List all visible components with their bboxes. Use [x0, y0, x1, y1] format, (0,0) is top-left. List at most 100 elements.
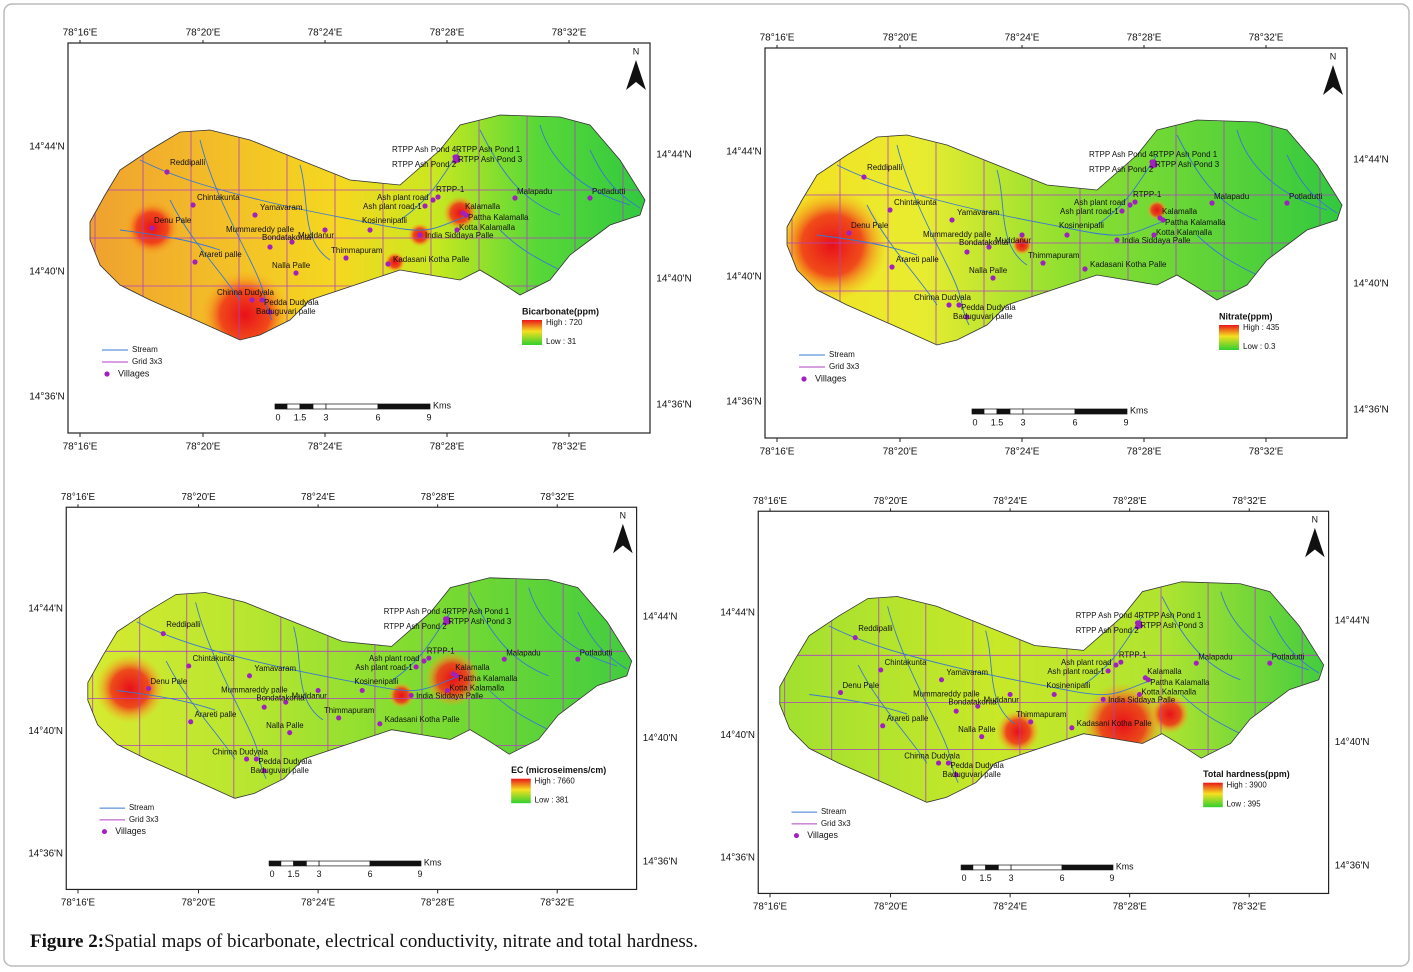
caption-label: Figure 2: — [30, 931, 104, 952]
scale-label: 3 — [1020, 417, 1025, 427]
scale-segment — [1061, 864, 1114, 871]
village-label: RTPP Ash Pond 4 — [384, 607, 447, 616]
village-label: RTPP Ash Pond 3 — [1155, 160, 1220, 169]
scale-segment — [1022, 408, 1076, 415]
village-label: Mummareddy palle — [923, 230, 992, 239]
village-dot — [252, 212, 258, 218]
village-dot — [190, 202, 196, 208]
village-label: Kosinenipalli — [362, 216, 407, 225]
scale-label: 1.5 — [991, 417, 1004, 427]
village-dot — [408, 692, 414, 698]
village-label: RTPP Ash Pond 3 — [448, 617, 511, 626]
village-dot — [956, 302, 962, 308]
scale-segment — [960, 864, 974, 871]
lon-label: 78°28'E — [430, 28, 465, 39]
legend-village — [793, 833, 800, 839]
basin-outline — [779, 581, 1325, 803]
village-dot — [880, 723, 886, 729]
village-dot — [1193, 660, 1199, 666]
lon-label: 78°32'E — [552, 442, 587, 453]
village-label: Chinna Dudyala — [914, 293, 971, 302]
village-dot — [359, 687, 365, 694]
legend-label: Stream — [132, 345, 158, 354]
lon-label: 78°28'E — [421, 898, 456, 909]
village-dot — [455, 157, 461, 163]
lat-label: 14°36'N — [1353, 405, 1388, 416]
village-dot — [1019, 232, 1025, 238]
village-label: Malapadu — [506, 648, 540, 657]
scale-segment — [274, 403, 288, 410]
lat-label: 14°44'N — [29, 142, 64, 153]
village-label: RTPP Ash Pond 2 — [384, 622, 447, 631]
village-label: RTPP Ash Pond 1 — [456, 145, 521, 154]
village-dot — [1069, 725, 1075, 731]
north-arrow — [1323, 65, 1343, 95]
colorbar — [1203, 782, 1223, 808]
village-label: Ash plant road — [377, 193, 429, 202]
basin-outline — [87, 577, 633, 799]
village-label: RTPP-1 — [1119, 650, 1147, 659]
village-label: Reddipalli — [166, 620, 201, 629]
scale-label: 0 — [972, 417, 977, 427]
village-dot — [293, 270, 299, 276]
village-label: Denu Pale — [151, 677, 188, 686]
lon-label: 78°20'E — [181, 492, 216, 503]
village-label: Pedda Dudyala — [258, 757, 312, 766]
village-label: Kalamalla — [465, 202, 501, 211]
scale-unit: Kms — [1116, 861, 1134, 871]
village-dot — [846, 230, 852, 236]
legend-high: High : 3900 — [1227, 781, 1268, 790]
village-dot — [1082, 266, 1088, 272]
village-label: RTPP-1 — [1133, 190, 1162, 199]
village-dot — [838, 689, 844, 696]
lon-label: 78°24'E — [308, 442, 343, 453]
stream — [469, 592, 549, 677]
scale-segment — [305, 860, 320, 867]
village-dot — [417, 232, 423, 238]
village-label: RTPP Ash Pond 3 — [1140, 621, 1203, 630]
village-dot — [454, 227, 460, 233]
village-label: Yamavaram — [260, 203, 303, 212]
village-dot — [259, 297, 265, 303]
legend-high: High : 435 — [1243, 323, 1280, 332]
village-dot — [861, 174, 867, 180]
village-label: Chintakunta — [197, 193, 240, 202]
village-label: Malapadu — [517, 187, 552, 196]
legend-low: Low : 395 — [1227, 799, 1262, 808]
lon-label: 78°24'E — [1005, 447, 1040, 458]
village-label: Ash plant road-1 — [363, 202, 422, 211]
north-label: N — [633, 46, 640, 56]
village-label: Arareti palle — [195, 710, 237, 719]
lon-label: 78°20'E — [186, 442, 221, 453]
lat-label: 14°44'N — [1353, 155, 1388, 166]
village-label: Yamavaram — [946, 668, 988, 677]
scale-segment — [972, 864, 986, 871]
village-label: Kalamalla — [1162, 207, 1198, 216]
legend-label: Villages — [118, 368, 150, 378]
scale-segment — [377, 403, 431, 410]
map-panel: Reddipalli Chintakunta Denu Pale Yamavaram M… — [29, 28, 691, 453]
lon-label: 78°28'E — [430, 442, 465, 453]
village-dot — [244, 756, 250, 762]
village-dot — [426, 655, 432, 661]
lat-label: 14°40'N — [720, 730, 755, 741]
scale-segment — [299, 403, 314, 410]
scale-segment — [286, 403, 301, 410]
north-label: N — [1312, 514, 1318, 524]
lat-label: 14°36'N — [28, 849, 63, 860]
village-dot — [936, 760, 942, 766]
village-label: Baduguvari palle — [942, 770, 1000, 779]
village-dot — [964, 314, 970, 320]
scale-label: 9 — [1110, 873, 1115, 883]
village-label: RTPP Ash Pond 4 — [1089, 150, 1154, 159]
hotspot — [95, 654, 165, 723]
village-dot — [367, 227, 373, 233]
village-dot — [1007, 691, 1013, 698]
village-label: Pattha Kalamalla — [458, 674, 518, 683]
lat-label: 14°36'N — [1335, 861, 1370, 872]
village-label: Kotta Kalamalla — [449, 684, 504, 693]
village-dot — [315, 687, 321, 694]
scale-label: 3 — [317, 869, 322, 879]
village-label: Malapadu — [1214, 192, 1249, 201]
stream — [1196, 234, 1258, 276]
